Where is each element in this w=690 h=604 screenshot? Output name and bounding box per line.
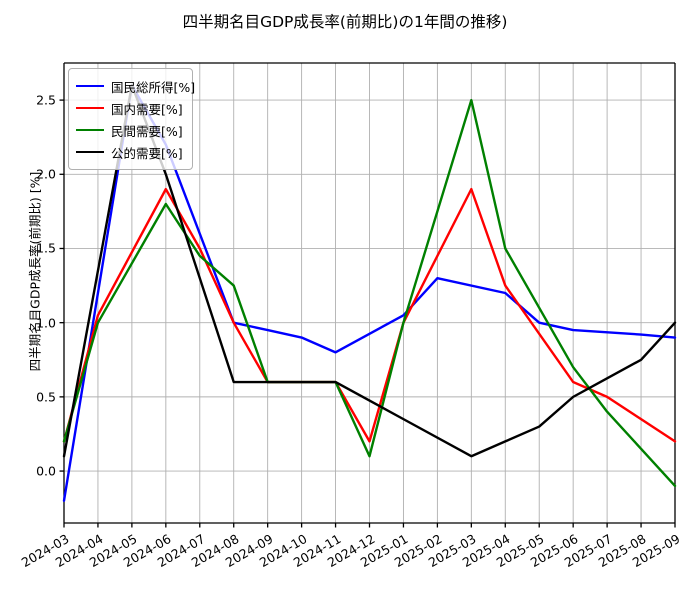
y-tick-label: 2.5 — [36, 92, 56, 108]
y-tick-label: 0.0 — [36, 463, 56, 479]
y-tick-label: 1.5 — [36, 240, 56, 256]
legend-item: 国民総所得[%] — [76, 75, 195, 97]
legend-item: 民間需要[%] — [76, 119, 185, 141]
grid-lines — [63, 63, 676, 523]
legend-color-swatch — [76, 85, 104, 87]
legend-color-swatch — [76, 107, 104, 109]
chart-title: 四半期名目GDP成長率(前期比)の1年間の推移) — [182, 13, 508, 31]
legend-color-swatch — [76, 129, 104, 131]
legend-item: 国内需要[%] — [76, 97, 185, 119]
legend-item: 公的需要[%] — [76, 141, 185, 163]
legend-label: 民間需要[%] — [111, 123, 183, 139]
data-line — [62, 98, 677, 488]
y-tick-label: 1.0 — [36, 315, 56, 331]
legend-label: 公的需要[%] — [111, 145, 183, 161]
y-tick-label: 0.5 — [36, 389, 56, 405]
axis-ticks — [59, 99, 676, 528]
y-tick-label: 2.0 — [36, 166, 56, 182]
legend-label: 国民総所得[%] — [111, 79, 196, 95]
chart-legend: 国民総所得[%] 国内需要[%] 民間需要[%] 公的需要[%] — [68, 68, 195, 170]
legend-label: 国内需要[%] — [111, 101, 183, 117]
legend-color-swatch — [76, 151, 104, 153]
